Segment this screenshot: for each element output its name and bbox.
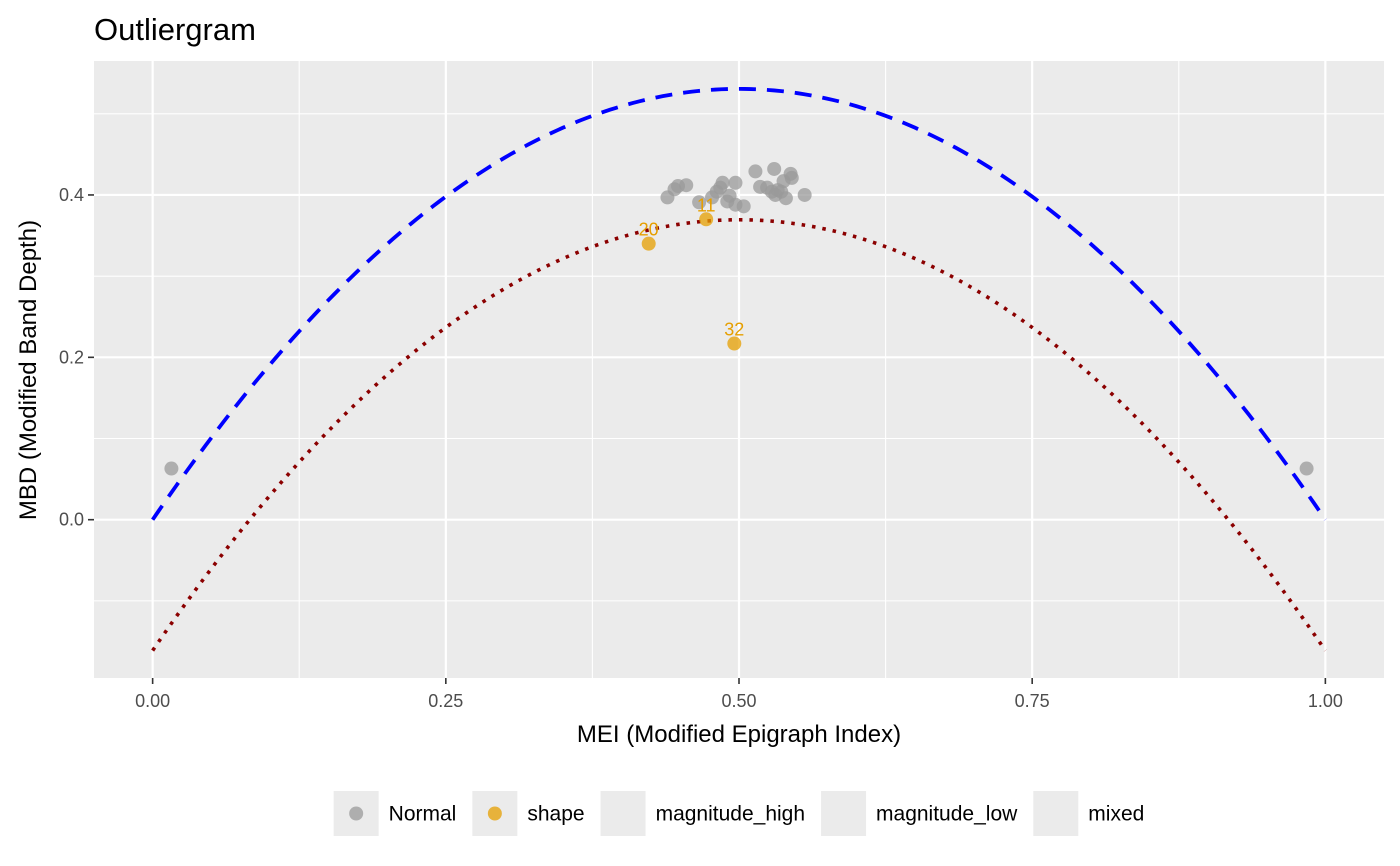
y-tick-label: 0.4 [59,185,84,205]
y-axis-title: MBD (Modified Band Depth) [15,220,42,520]
normal-point [736,199,751,214]
point-label: 20 [639,220,659,240]
boundary-curves [151,86,1327,652]
legend-item-mixed: mixed [1033,791,1144,836]
legend: Normal shape magnitude_high magnitude_low mi… [333,791,1144,836]
y-tick-label: 0.2 [59,347,84,367]
normal-point [679,178,694,193]
y-tick-label: 0.0 [59,510,84,530]
legend-label: magnitude_low [876,803,1018,826]
chart-title: Outliergram [94,12,256,47]
point-label: 11 [697,195,716,215]
normal-point [784,170,799,185]
normal-point [797,187,812,202]
upper-boundary-curve [151,86,1327,521]
shape-point [641,236,656,251]
shape-point [699,212,714,227]
x-tick-label: 0.50 [721,691,756,711]
x-axis: 0.00 0.25 0.50 0.75 1.00 [135,678,1343,711]
point-labels: 20 11 32 [639,195,745,339]
legend-item-magnitude-high: magnitude_high [600,791,805,836]
normal-point [692,195,707,210]
legend-key-point [349,806,364,821]
major-gridlines [94,61,1384,678]
y-axis: 0.0 0.2 0.4 [59,185,94,530]
normal-point [778,191,793,206]
normal-point [715,175,730,190]
normal-point [767,161,782,176]
normal-point [728,175,743,190]
legend-label: magnitude_high [656,803,805,826]
point-label: 32 [724,320,744,340]
legend-item-normal: Normal [333,791,457,836]
x-tick-label: 0.75 [1015,691,1050,711]
legend-item-shape: shape [472,791,585,836]
legend-label: shape [527,803,584,826]
legend-key [1033,791,1079,836]
x-axis-title: MEI (Modified Epigraph Index) [577,721,901,748]
data-points [164,161,1314,476]
lower-boundary-curve [151,217,1327,652]
normal-point [1299,461,1314,476]
x-tick-label: 1.00 [1308,691,1343,711]
normal-point [164,461,179,476]
x-tick-label: 0.00 [135,691,170,711]
legend-key-point [487,806,502,821]
legend-label: mixed [1088,803,1144,826]
legend-item-magnitude-low: magnitude_low [821,791,1018,836]
x-tick-label: 0.25 [428,691,463,711]
normal-point [748,164,763,179]
legend-label: Normal [389,803,457,826]
legend-key [821,791,867,836]
legend-key [600,791,646,836]
shape-point [727,336,742,351]
